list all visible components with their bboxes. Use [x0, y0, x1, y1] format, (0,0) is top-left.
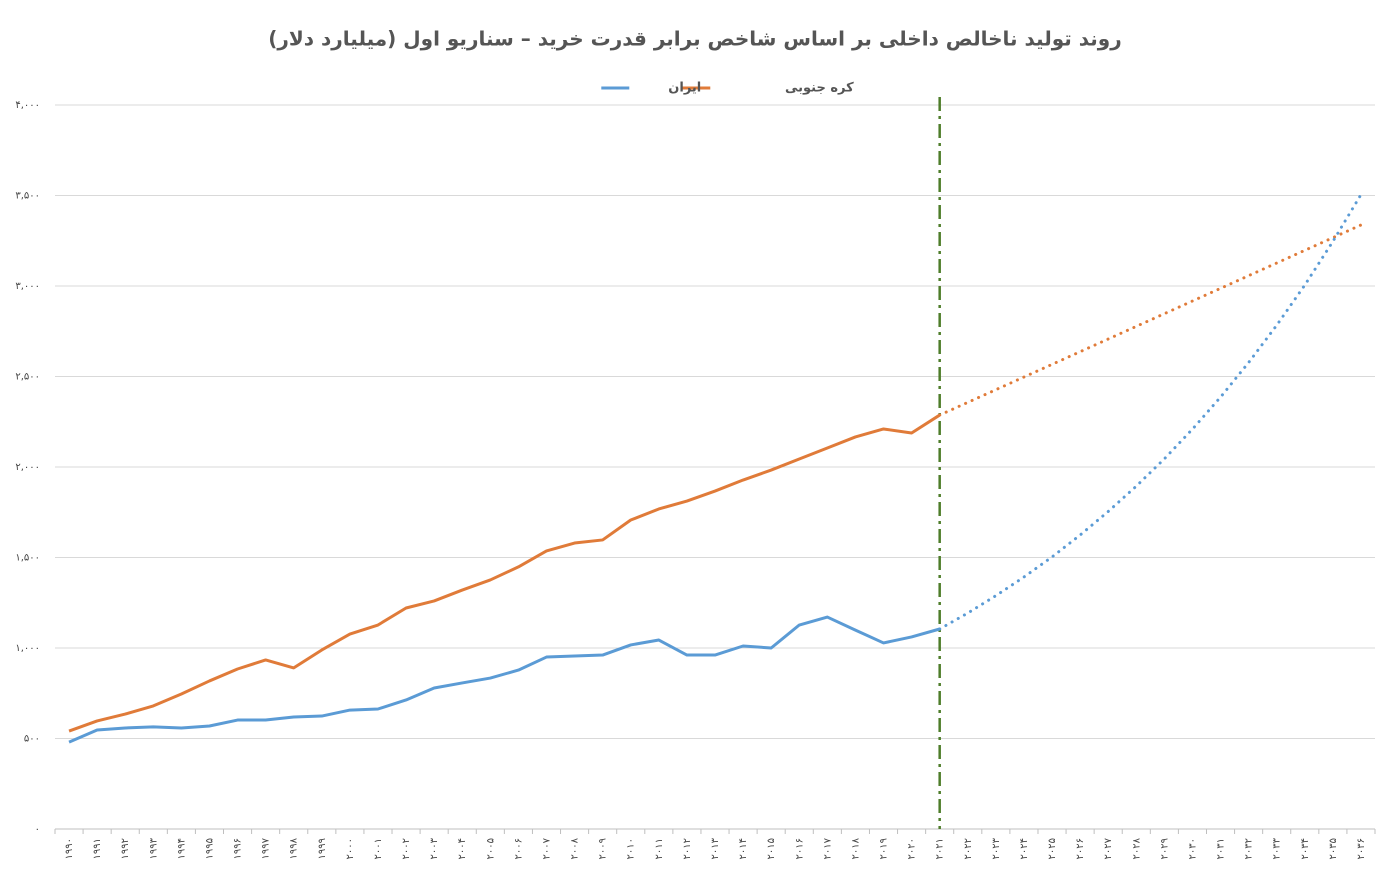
- x-tick-label: ۲۰۰۵: [485, 838, 496, 859]
- x-tick-label: ۲۰۲۵: [1047, 838, 1058, 859]
- x-tick-label: ۲۰۲۸: [1131, 837, 1142, 859]
- x-tick-label: ۲۰۲۹: [1159, 838, 1170, 859]
- x-tick-label: ۲۰۲۲: [963, 838, 974, 859]
- x-tick-label: ۲۰۱۵: [766, 838, 777, 859]
- chart-title: روند تولید ناخالص داخلی بر اساس شاخص برا…: [268, 27, 1122, 51]
- x-tick-label: ۱۹۹۶: [233, 838, 244, 859]
- x-tick-label: ۲۰۰۶: [513, 838, 524, 859]
- y-tick-label: ۱,۰۰۰: [15, 643, 40, 654]
- y-tick-label: ۲,۵۰۰: [15, 372, 40, 383]
- x-tick-label: ۲۰۱۸: [850, 837, 861, 859]
- x-tick-label: ۱۹۹۹: [317, 838, 328, 859]
- x-tick-label: ۲۰۱۳: [710, 837, 721, 859]
- x-tick-label: ۲۰۱۱: [654, 838, 665, 859]
- x-tick-label: ۲۰۲۱: [935, 838, 946, 859]
- x-tick-label: ۱۹۹۲: [120, 838, 131, 859]
- y-tick-label: ۲,۰۰۰: [15, 462, 40, 473]
- x-tick-label: ۲۰۰۸: [570, 837, 581, 859]
- x-tick-label: ۲۰۳۳: [1272, 837, 1283, 859]
- x-tick-label: ۲۰۰۹: [598, 838, 609, 859]
- y-tick-label: ۴,۰۰۰: [15, 100, 40, 111]
- x-tick-label: ۲۰۳۵: [1328, 838, 1339, 859]
- x-tick-label: ۲۰۳۰: [1187, 838, 1198, 859]
- x-tick-label: ۲۰۲۶: [1075, 838, 1086, 859]
- x-tick-label: ۲۰۰۰: [345, 838, 356, 859]
- y-tick-label: ۰: [35, 824, 40, 835]
- x-tick-label: ۲۰۱۹: [879, 838, 890, 859]
- legend-label: ایران: [668, 81, 701, 96]
- x-tick-label: ۲۰۰۲: [401, 838, 412, 859]
- x-tick-label: ۱۹۹۱: [92, 838, 103, 859]
- x-tick-label: ۱۹۹۵: [204, 838, 215, 859]
- y-tick-label: ۳,۵۰۰: [15, 191, 40, 202]
- x-tick-label: ۲۰۱۰: [626, 838, 637, 859]
- x-tick-label: ۲۰۱۴: [738, 838, 749, 859]
- x-tick-label: ۱۹۹۴: [176, 838, 187, 859]
- x-tick-label: ۱۹۹۸: [289, 837, 300, 859]
- x-tick-label: ۲۰۱۶: [794, 838, 805, 859]
- x-tick-label: ۲۰۲۰: [907, 838, 918, 859]
- x-tick-label: ۲۰۰۳: [429, 837, 440, 859]
- series-line: [68, 413, 941, 733]
- x-tick-label: ۱۹۹۳: [148, 837, 159, 859]
- x-tick-label: ۲۰۲۳: [991, 837, 1002, 859]
- x-tick-label: ۱۹۹۰: [64, 838, 75, 859]
- series-projection: [938, 193, 1363, 631]
- x-tick-label: ۲۰۱۷: [822, 837, 833, 859]
- y-tick-label: ۱,۵۰۰: [15, 553, 40, 564]
- x-tick-label: ۲۰۳۴: [1300, 838, 1311, 859]
- x-tick-label: ۲۰۲۴: [1019, 838, 1030, 859]
- series-line: [68, 615, 941, 744]
- x-tick-label: ۲۰۳۱: [1216, 838, 1227, 859]
- x-tick-label: ۲۰۲۷: [1103, 837, 1114, 859]
- x-tick-label: ۲۰۱۲: [682, 838, 693, 859]
- series-projection: [938, 223, 1363, 417]
- x-tick-label: ۲۰۰۷: [541, 837, 552, 859]
- x-tick-label: ۲۰۰۴: [457, 838, 468, 859]
- y-tick-label: ۵۰۰: [24, 734, 40, 745]
- legend-label: کره جنوبی: [785, 81, 854, 96]
- y-tick-label: ۳,۰۰۰: [15, 281, 40, 292]
- x-tick-label: ۲۰۳۶: [1356, 838, 1367, 859]
- x-tick-label: ۲۰۰۱: [373, 838, 384, 859]
- x-tick-label: ۱۹۹۷: [261, 837, 272, 859]
- x-tick-label: ۲۰۳۲: [1244, 838, 1255, 859]
